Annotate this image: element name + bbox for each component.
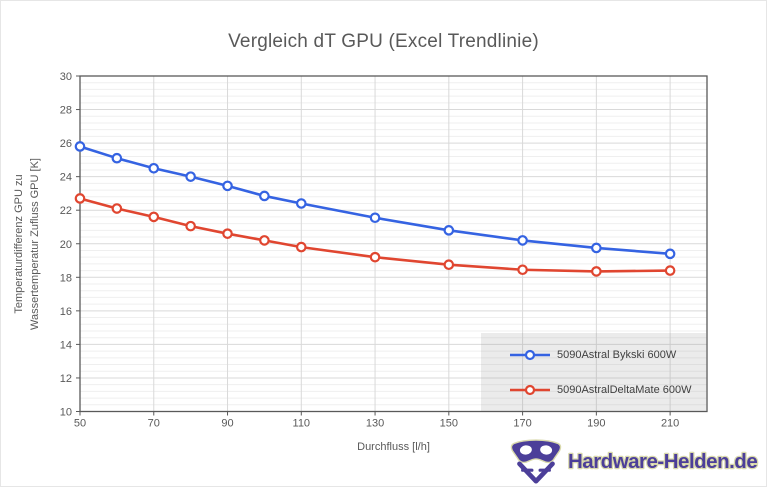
y-tick-label: 10 — [60, 407, 72, 419]
legend-entry-series2: 5090AstralDeltaMate 600W — [509, 384, 707, 396]
data-point-marker — [591, 266, 602, 277]
x-tick-label: 70 — [148, 418, 160, 430]
data-point-marker — [259, 235, 270, 246]
x-tick-label: 50 — [74, 418, 86, 430]
legend-sample-line-series2 — [510, 384, 550, 395]
data-point-marker — [111, 203, 123, 214]
y-tick-label: 22 — [60, 205, 72, 217]
x-axis-title: Durchfluss [l/h] — [357, 441, 430, 453]
x-tick-label: 190 — [587, 418, 605, 430]
legend-label-series1: 5090Astral Bykski 600W — [557, 348, 677, 361]
x-tick-label: 130 — [366, 418, 384, 430]
legend-entry-series1: 5090Astral Bykski 600W — [509, 349, 707, 361]
y-tick-label: 18 — [60, 272, 72, 284]
y-tick-label: 26 — [60, 138, 72, 150]
y-tick-label: 14 — [60, 339, 72, 351]
series-line-2 — [78, 197, 672, 273]
data-point-marker — [517, 264, 528, 276]
data-point-marker — [369, 251, 381, 263]
data-point-marker — [443, 225, 455, 236]
data-point-marker — [111, 152, 123, 164]
data-point-marker — [148, 162, 160, 174]
data-point-marker — [259, 190, 270, 202]
legend-label-series2: 5090AstralDeltaMate 600W — [557, 383, 692, 396]
legend: 5090Astral Bykski 600W 5090AstralDeltaMa… — [481, 333, 707, 411]
data-point-marker — [664, 248, 676, 260]
x-tick-label: 150 — [440, 418, 458, 430]
watermark-text-svg: Hardware-Helden.de — [567, 449, 759, 475]
hardware-helden-mask-icon — [510, 439, 562, 484]
y-axis-title-line1: Temperaturdifferenz GPU zu — [13, 174, 25, 314]
data-point-marker — [74, 141, 86, 152]
x-tick-label: 210 — [661, 418, 679, 430]
y-tick-label: 20 — [60, 239, 72, 251]
data-point-marker — [74, 193, 86, 204]
data-point-marker — [222, 228, 233, 239]
x-tick-label: 90 — [221, 418, 233, 430]
y-tick-label: 12 — [60, 373, 72, 385]
data-point-marker — [185, 171, 196, 182]
watermark: Hardware-Helden.de — [508, 438, 762, 484]
x-tick-label: 110 — [293, 418, 311, 430]
data-point-marker — [148, 211, 160, 223]
watermark-text: Hardware-Helden.de — [568, 450, 757, 473]
chart-title: Vergleich dT GPU (Excel Trendlinie) — [228, 31, 539, 52]
x-tick-label: 170 — [513, 418, 531, 430]
data-point-marker — [443, 259, 455, 271]
legend-sample-line-series1 — [510, 349, 550, 360]
data-point-marker — [664, 265, 676, 276]
data-point-marker — [222, 180, 233, 192]
data-point-marker — [369, 212, 381, 224]
y-tick-label: 30 — [60, 71, 72, 83]
data-point-marker — [591, 242, 602, 254]
y-axis-title-line2: Wassertemperatur Zufluss GPU [K] — [29, 158, 41, 330]
data-point-marker — [295, 198, 307, 209]
data-point-marker — [517, 235, 528, 246]
y-tick-label: 24 — [60, 172, 72, 184]
data-point-marker — [185, 220, 196, 232]
y-axis-title: Temperaturdifferenz GPU zu Wassertempera… — [11, 64, 45, 424]
data-point-marker — [295, 241, 307, 253]
y-tick-label: 28 — [60, 105, 72, 117]
y-tick-label: 16 — [60, 306, 72, 318]
series-line-1 — [78, 145, 672, 256]
